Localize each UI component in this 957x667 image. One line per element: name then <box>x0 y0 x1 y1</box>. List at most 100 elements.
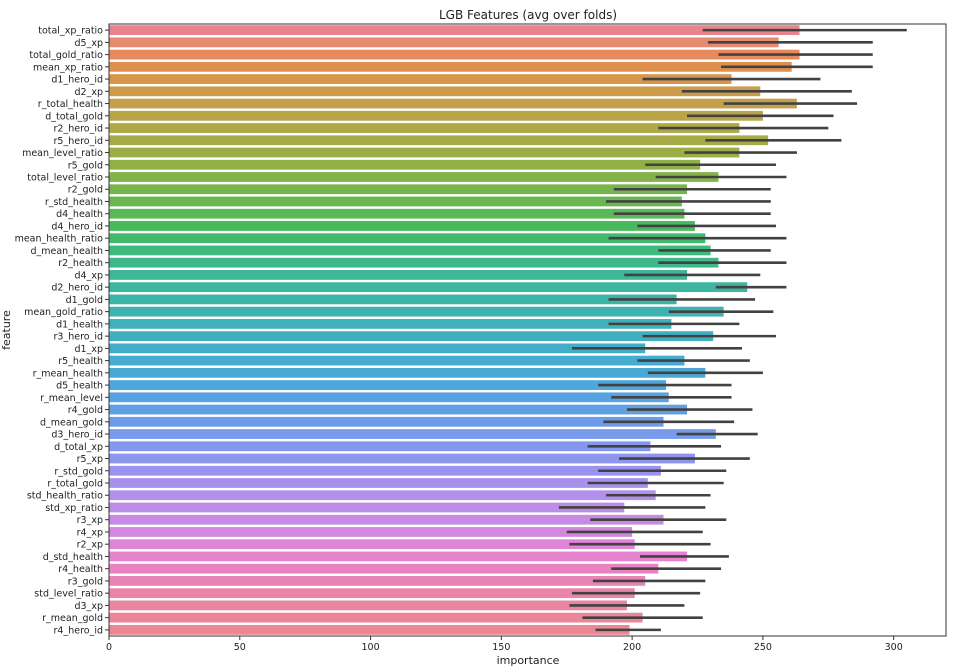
x-tick-label: 250 <box>754 642 772 653</box>
bar-r5-gold <box>109 159 701 170</box>
y-tick-label: r4_gold <box>68 405 103 416</box>
y-tick-label: r5_gold <box>68 160 103 171</box>
y-tick-label: mean_health_ratio <box>15 234 104 245</box>
x-tick-label: 50 <box>234 642 246 653</box>
bar-d-mean-health <box>109 245 711 256</box>
y-tick-label: r5_xp <box>77 454 103 465</box>
bar-mean-level-ratio <box>109 147 740 158</box>
y-axis-ticks: total_xp_ratiod5_xptotal_gold_ratiomean_… <box>15 26 109 636</box>
bar-d2-hero-id <box>109 282 748 293</box>
x-tick-label: 100 <box>361 642 379 653</box>
y-tick-label: d4_xp <box>75 270 103 281</box>
y-tick-label: r2_gold <box>68 185 103 196</box>
bar-std-xp-ratio <box>109 502 625 513</box>
bar-mean-health-ratio <box>109 233 706 244</box>
bar-r-mean-gold <box>109 612 643 623</box>
bar-r4-health <box>109 563 659 574</box>
y-tick-label: d1_xp <box>75 344 103 355</box>
bar-d3-xp <box>109 600 627 611</box>
bar-r2-health <box>109 257 719 268</box>
bar-r5-xp <box>109 453 695 464</box>
y-tick-label: d2_xp <box>75 87 103 98</box>
bar-d5-xp <box>109 37 779 48</box>
y-tick-label: r_std_gold <box>54 466 103 477</box>
bars-group <box>109 25 800 635</box>
y-tick-label: r_mean_gold <box>42 613 103 624</box>
bar-d-total-xp <box>109 441 651 452</box>
bar-r2-xp <box>109 539 635 550</box>
y-tick-label: d3_hero_id <box>51 430 103 441</box>
y-tick-label: total_xp_ratio <box>38 26 103 37</box>
bar-r-mean-health <box>109 367 706 378</box>
bar-d2-xp <box>109 86 761 97</box>
bar-total-level-ratio <box>109 172 719 182</box>
bar-d1-gold <box>109 294 677 305</box>
y-tick-label: r3_xp <box>77 515 103 526</box>
y-tick-label: mean_gold_ratio <box>24 307 103 318</box>
y-tick-label: d1_gold <box>66 295 103 306</box>
y-tick-label: r2_health <box>58 258 103 269</box>
bar-total-xp-ratio <box>109 25 800 36</box>
plot-frame <box>108 23 947 637</box>
x-axis-ticks: 0 50 100 150 200 250 300 <box>106 636 903 653</box>
bar-d5-health <box>109 380 667 390</box>
bar-d-mean-gold <box>109 416 664 427</box>
y-tick-label: d_total_gold <box>45 111 103 122</box>
bar-d1-health <box>109 318 672 329</box>
bar-total-gold-ratio <box>109 49 800 60</box>
bar-r3-gold <box>109 576 646 586</box>
bar-d1-hero-id <box>109 74 732 84</box>
x-tick-label: 300 <box>885 642 903 653</box>
x-axis-label: importance <box>497 654 560 667</box>
bar-mean-xp-ratio <box>109 61 792 72</box>
bar-d-total-gold <box>109 110 763 121</box>
y-tick-label: total_level_ratio <box>27 173 103 184</box>
bar-std-level-ratio <box>109 588 635 599</box>
bar-d3-hero-id <box>109 429 716 439</box>
y-tick-label: r_mean_health <box>33 368 103 379</box>
y-tick-label: d_total_xp <box>54 442 103 453</box>
y-tick-label: d_mean_gold <box>40 417 103 428</box>
bar-r4-gold <box>109 404 688 415</box>
y-tick-label: d4_hero_id <box>51 221 103 232</box>
x-tick-label: 0 <box>106 642 112 653</box>
bar-r3-xp <box>109 514 664 525</box>
bar-r-std-gold <box>109 465 661 476</box>
error-bars-group <box>558 28 907 632</box>
y-tick-label: d_std_health <box>43 552 103 563</box>
bar-r5-hero-id <box>109 135 769 146</box>
bar-d4-xp <box>109 270 688 280</box>
y-tick-label: mean_xp_ratio <box>33 62 103 73</box>
y-tick-label: r3_gold <box>68 576 103 587</box>
bar-d-std-health <box>109 551 688 562</box>
bar-r-std-health <box>109 196 682 207</box>
y-tick-label: r5_hero_id <box>54 136 104 147</box>
bar-r5-health <box>109 355 685 366</box>
bar-d4-hero-id <box>109 221 695 231</box>
y-tick-label: r_std_health <box>45 197 103 208</box>
bar-r3-hero-id <box>109 331 714 342</box>
y-tick-label: d2_hero_id <box>51 283 103 294</box>
y-tick-label: r_total_gold <box>47 479 103 490</box>
y-tick-label: d5_health <box>56 381 103 392</box>
y-tick-label: std_level_ratio <box>34 589 103 600</box>
bar-r-total-gold <box>109 478 648 488</box>
bar-r4-hero-id <box>109 624 630 635</box>
y-tick-label: d5_xp <box>75 38 103 49</box>
bar-r4-xp <box>109 527 633 537</box>
y-tick-label: std_health_ratio <box>27 491 103 502</box>
bar-r-total-health <box>109 98 797 109</box>
y-tick-label: total_gold_ratio <box>29 50 103 61</box>
bar-std-health-ratio <box>109 490 656 501</box>
y-tick-label: r2_hero_id <box>54 124 104 135</box>
y-tick-label: r4_health <box>58 564 103 575</box>
y-tick-label: r4_xp <box>77 527 103 538</box>
y-tick-label: mean_level_ratio <box>22 148 103 159</box>
bar-d1-xp <box>109 343 646 354</box>
bar-r2-hero-id <box>109 123 740 133</box>
y-tick-label: r4_hero_id <box>54 625 104 636</box>
bar-r2-gold <box>109 184 688 195</box>
y-axis-label: feature <box>0 310 13 350</box>
y-tick-label: d4_health <box>56 209 103 220</box>
y-tick-label: r_mean_level <box>40 393 103 404</box>
